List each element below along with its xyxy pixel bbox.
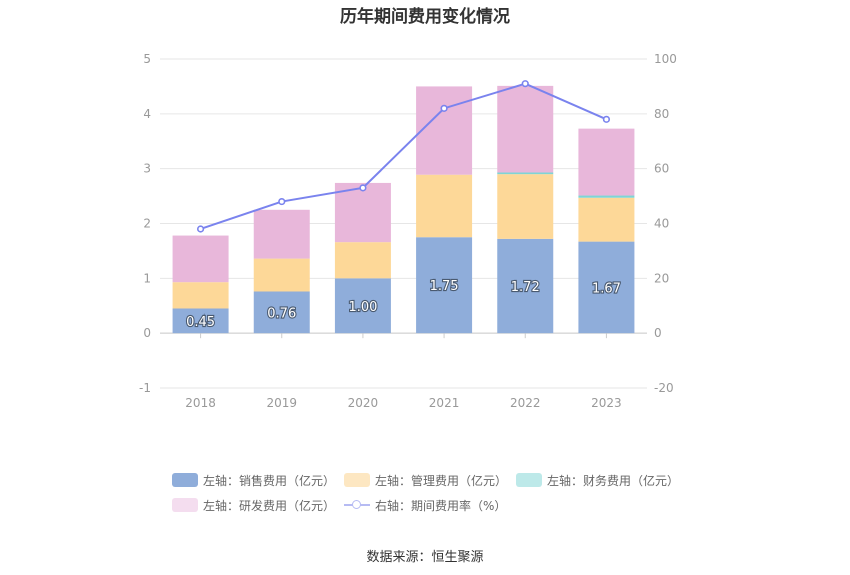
line-point [359, 184, 367, 192]
line-series-expense-rate [200, 82, 607, 230]
bar-segment-3 [416, 86, 473, 175]
right-axis-tick-label: 100 [654, 52, 677, 66]
bar-data-label: 0.76 [267, 306, 296, 321]
bar-segment-0 [416, 237, 473, 334]
bar-segment-1 [334, 242, 391, 279]
right-axis-tick-label: 80 [654, 107, 669, 121]
chart-plot: -1 -20 0 0 1 20 2 40 3 60 4 80 5 100 2018 2019 2020 2021 2… [139, 52, 677, 410]
bar-segment-1 [253, 258, 310, 292]
left-axis-tick-label: 1 [143, 271, 151, 285]
bar-segment-3 [334, 182, 391, 243]
bar-segment-0 [497, 238, 554, 334]
x-axis-tick-label: 2023 [591, 396, 622, 410]
bar-segment-0 [172, 308, 229, 334]
left-axis-tick-label: 2 [143, 217, 151, 231]
line-point [521, 80, 529, 88]
bar-segment-0 [578, 241, 635, 334]
chart-title: 历年期间费用变化情况 [340, 7, 510, 27]
bar-segment-3 [172, 235, 229, 283]
bar-segment-1 [416, 174, 473, 238]
left-axis-tick-label: 5 [143, 52, 151, 66]
legend-item-finance[interactable]: 左轴：财务费用（亿元） [516, 472, 679, 488]
line-point [602, 115, 611, 123]
right-axis-tick-label: 0 [654, 326, 662, 340]
bar-segment-1 [497, 174, 554, 239]
bar-segment-2 [497, 172, 554, 175]
right-axis-tick-label: 40 [654, 217, 669, 231]
bar-segment-0 [334, 278, 391, 334]
bar-data-label: 1.75 [430, 279, 459, 294]
line-point [440, 104, 448, 112]
legend-swatch-expense-rate [344, 498, 370, 512]
legend-label-finance: 左轴：财务费用（亿元） [547, 473, 680, 488]
x-axis-tick-label: 2019 [266, 396, 297, 410]
right-axis-tick-label: 20 [654, 271, 669, 285]
legend-label-sales: 左轴：销售费用（亿元） [203, 473, 336, 488]
legend-item-sales[interactable]: 左轴：销售费用（亿元） [172, 472, 335, 488]
legend-item-expense-rate[interactable]: 右轴：期间费用率（%） [344, 497, 506, 513]
left-axis-tick-label: 4 [143, 107, 151, 121]
x-axis-tick-label: 2021 [429, 396, 460, 410]
left-axis-tick-label: 3 [143, 162, 151, 176]
bar-segment-3 [253, 209, 310, 259]
legend-item-rnd[interactable]: 左轴：研发费用（亿元） [172, 497, 335, 513]
right-axis-tick-label: 60 [654, 162, 669, 176]
data-source: 数据来源：恒生聚源 [366, 550, 484, 565]
bar-data-label: 1.00 [348, 300, 377, 315]
bar-segment-2 [578, 195, 635, 198]
bar-data-label: 1.67 [592, 281, 621, 296]
legend-label-rnd: 左轴：研发费用（亿元） [203, 498, 336, 513]
right-axis-tick-label: -20 [654, 381, 674, 395]
legend-label-admin: 左轴：管理费用（亿元） [375, 473, 508, 488]
bar-segment-3 [497, 85, 554, 173]
x-axis-tick-label: 2018 [185, 396, 216, 410]
legend-swatch-admin [344, 473, 370, 487]
x-axis-tick-label: 2020 [348, 396, 379, 410]
bar-data-label: 1.72 [511, 280, 540, 295]
line-point [196, 225, 205, 233]
legend-item-admin[interactable]: 左轴：管理费用（亿元） [344, 472, 507, 488]
legend-label-expense-rate: 右轴：期间费用率（%） [375, 498, 507, 513]
legend-swatch-rnd [172, 498, 198, 512]
bar-segment-1 [172, 282, 229, 309]
legend-swatch-sales [172, 473, 198, 487]
left-axis-tick-label: 0 [143, 326, 151, 340]
x-axis-tick-label: 2022 [510, 396, 541, 410]
bar-data-label: 0.45 [186, 315, 215, 330]
legend-swatch-finance [516, 473, 542, 487]
left-axis-tick-label: -1 [139, 381, 151, 395]
line-point [278, 197, 286, 206]
bar-segment-3 [578, 128, 635, 196]
bar-segment-0 [253, 291, 310, 334]
bar-segment-1 [578, 197, 635, 242]
